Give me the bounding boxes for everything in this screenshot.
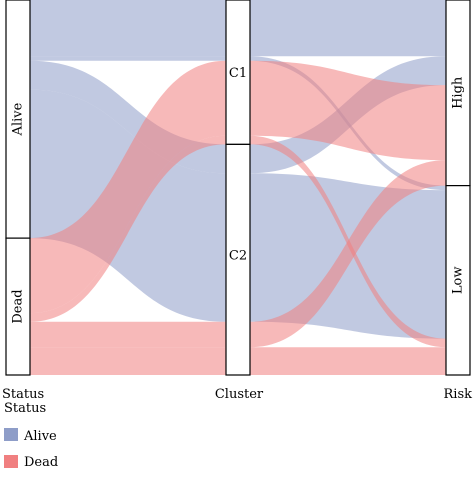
flow-dead-c1-high-0 [30,60,226,314]
flow-dead-c2-low-0 [30,347,226,375]
flow-alive-c1-high-0 [30,0,226,57]
flows-layer [30,0,446,375]
stratum-risk-low [445,185,471,376]
stratum-label-dead: Dead [11,289,26,323]
stratum-status-alive [5,0,31,239]
flow-dead-c2-high-1 [250,160,446,348]
stratum-label-high: High [451,76,466,109]
stratum-label-alive: Alive [11,102,26,136]
stratum-risk-high [445,0,471,187]
stratum-status-dead [5,237,31,376]
axis-label-status: Status [2,387,44,402]
strata-layer: Alive Dead C1 C2 High Low [5,0,471,376]
legend: Status Alive Dead [4,401,58,470]
stratum-cluster-c2 [225,143,251,376]
stratum-label-low: Low [451,267,466,295]
legend-title: Status [4,401,46,416]
legend-label-dead: Dead [24,455,58,470]
flow-alive-c1-high-1 [250,0,446,57]
legend-label-alive: Alive [23,429,57,444]
flow-dead-c1-high-1 [250,60,446,161]
axis-label-cluster: Cluster [215,387,264,402]
axis-label-risk: Risk [444,387,473,402]
stratum-label-c2: C2 [229,248,247,263]
flow-dead-c2-high-0 [30,321,226,348]
legend-swatch-alive [4,428,18,441]
flow-dead-c2-low-1 [250,347,446,375]
stratum-cluster-c1 [225,0,251,145]
flow-alive-c1-low-0 [30,56,226,61]
flow-dead-c1-low-0 [30,135,226,322]
legend-swatch-dead [4,455,18,468]
axis-labels: Status Cluster Risk [2,387,472,402]
stratum-label-c1: C1 [229,66,247,81]
